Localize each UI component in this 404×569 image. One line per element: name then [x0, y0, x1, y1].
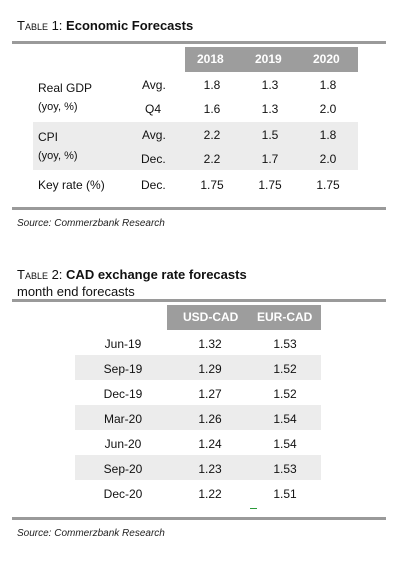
table1-bottom-rule [12, 207, 386, 210]
gdp-measure: Avg. [142, 78, 166, 92]
table2-source: Source: Commerzbank Research [17, 528, 165, 539]
row-date: Sep-20 [103, 462, 143, 476]
usd-cad-value: 1.23 [198, 462, 222, 476]
table1-header-bar: 2018 2019 2020 [185, 47, 358, 72]
year-header: 2019 [255, 52, 282, 66]
usd-cad-value: 1.22 [198, 487, 222, 501]
year-header: 2018 [197, 52, 224, 66]
table2-prefix: Table 2: [17, 267, 63, 282]
eur-cad-value: 1.51 [273, 487, 297, 501]
eur-cad-value: 1.53 [273, 462, 297, 476]
row-band [75, 355, 321, 380]
cpi-label-line2: (yoy, %) [38, 150, 78, 162]
usd-cad-value: 1.27 [198, 387, 222, 401]
row-date: Sep-19 [103, 362, 143, 376]
key-rate-measure: Dec. [141, 178, 166, 192]
key-rate-value: 1.75 [258, 178, 282, 192]
cpi-label-line1: CPI [38, 130, 59, 144]
table1-prefix: Table 1: [17, 18, 63, 33]
table1-title: Table 1: Economic Forecasts [17, 18, 193, 33]
row-date: Jun-19 [104, 337, 142, 351]
gdp-value: 1.6 [203, 102, 221, 116]
table2-header-bar: USD-CAD EUR-CAD [167, 305, 321, 330]
usd-cad-value: 1.26 [198, 412, 222, 426]
row-band [75, 405, 321, 430]
cpi-band [33, 122, 358, 170]
year-header: 2020 [313, 52, 340, 66]
cpi-value: 1.5 [261, 128, 279, 142]
table2-bottom-rule [12, 517, 386, 520]
row-date: Dec-20 [103, 487, 143, 501]
usd-cad-value: 1.32 [198, 337, 222, 351]
gdp-value: 1.8 [319, 78, 337, 92]
table2-title-text: CAD exchange rate forecasts [66, 267, 247, 282]
table1-title-text: Economic Forecasts [66, 18, 194, 33]
eur-cad-value: 1.53 [273, 337, 297, 351]
cpi-measure: Avg. [142, 128, 166, 142]
table2-subtitle: month end forecasts [17, 284, 135, 299]
row-date: Mar-20 [103, 412, 142, 426]
key-rate-value: 1.75 [316, 178, 340, 192]
eur-cad-value: 1.54 [273, 412, 297, 426]
usd-cad-value: 1.29 [198, 362, 222, 376]
column-header: USD-CAD [183, 310, 239, 324]
gdp-label: Real GDP (yoy, %) [38, 81, 92, 115]
green-tick-mark [250, 508, 257, 509]
cpi-value: 2.0 [319, 152, 337, 166]
gdp-value: 1.3 [261, 102, 279, 116]
gdp-value: 2.0 [319, 102, 337, 116]
cpi-measure: Dec. [141, 152, 166, 166]
gdp-value: 1.3 [261, 78, 279, 92]
gdp-measure: Q4 [145, 102, 162, 116]
gdp-value: 1.8 [203, 78, 221, 92]
usd-cad-value: 1.24 [198, 437, 222, 451]
table1-top-rule [12, 41, 386, 44]
key-rate-value: 1.75 [200, 178, 224, 192]
column-header: EUR-CAD [257, 310, 313, 324]
table2-top-rule [12, 299, 386, 302]
row-band [75, 455, 321, 480]
cpi-value: 2.2 [203, 128, 221, 142]
cpi-value: 1.8 [319, 128, 337, 142]
gdp-label-line2: (yoy, %) [38, 101, 78, 113]
gdp-label-line1: Real GDP [38, 81, 93, 95]
table2-title: Table 2: CAD exchange rate forecasts [17, 267, 247, 282]
eur-cad-value: 1.54 [273, 437, 297, 451]
eur-cad-value: 1.52 [273, 387, 297, 401]
row-date: Jun-20 [104, 437, 142, 451]
cpi-label: CPI (yoy, %) [38, 130, 78, 164]
table1-source: Source: Commerzbank Research [17, 218, 165, 229]
cpi-value: 2.2 [203, 152, 221, 166]
eur-cad-value: 1.52 [273, 362, 297, 376]
row-date: Dec-19 [103, 387, 143, 401]
cpi-value: 1.7 [261, 152, 279, 166]
key-rate-label: Key rate (%) [38, 178, 105, 192]
